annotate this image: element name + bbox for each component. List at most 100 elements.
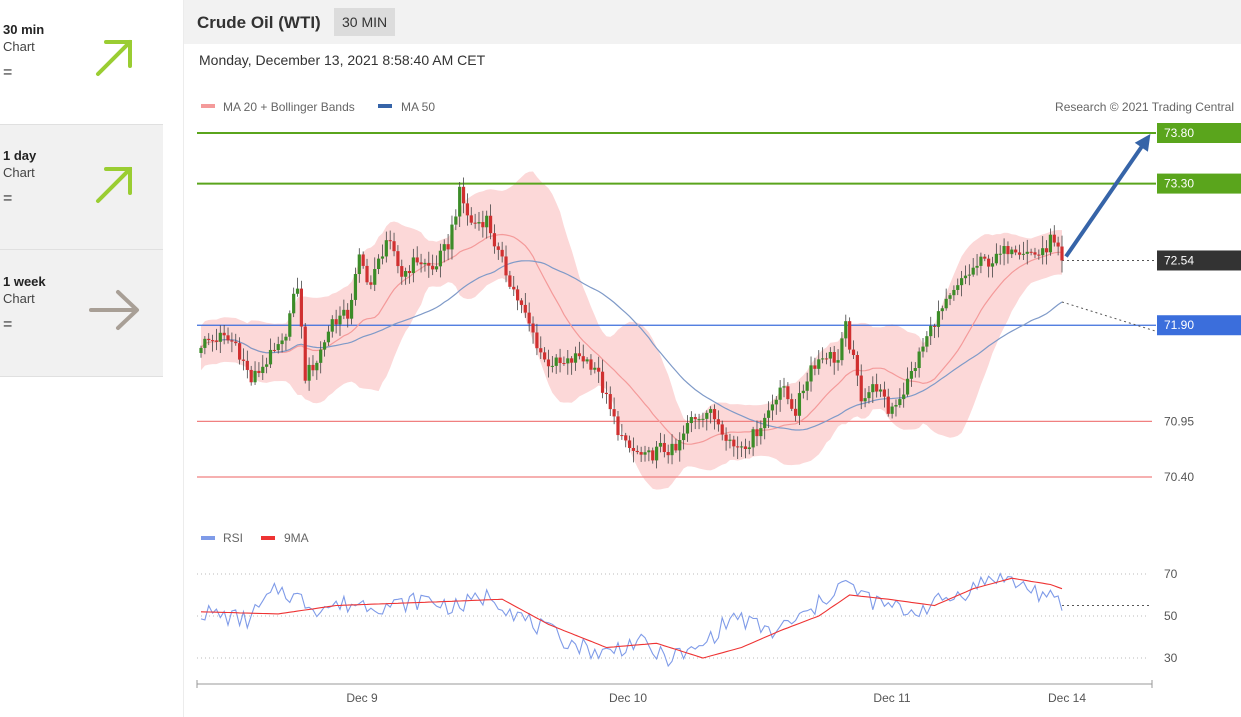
timeframe-eq: = (3, 316, 13, 333)
candle-body (369, 282, 373, 285)
candle-body (265, 364, 269, 367)
chart-datetime: Monday, December 13, 2021 8:58:40 AM CET (199, 52, 486, 68)
candle-body (342, 309, 346, 316)
candle-body (871, 384, 875, 393)
candle-body (253, 370, 257, 383)
candle-body (573, 353, 578, 363)
candle-body (878, 389, 883, 392)
candle-body (377, 258, 381, 270)
candle-body (284, 336, 288, 341)
candle-body (898, 399, 902, 406)
candle-body (1021, 253, 1025, 255)
timeframe-item-30min[interactable]: 30 min Chart = (0, 0, 163, 126)
last-price-badge (1157, 250, 1241, 271)
candle-body (801, 390, 805, 394)
timeframe-item-1week[interactable]: 1 week Chart = (0, 249, 163, 377)
candle-body (1025, 251, 1029, 254)
candle-body (967, 274, 971, 276)
candle-body (1002, 246, 1006, 254)
candle-body (971, 267, 975, 275)
forecast-arrow-head (1134, 134, 1151, 152)
candle-body (346, 309, 350, 319)
candle-body (674, 443, 678, 451)
rsi-line (200, 572, 1063, 668)
candle-body (747, 447, 751, 450)
resistance-level-label: 73.80 (1164, 126, 1194, 140)
candle-body (952, 289, 956, 296)
pivot-level-label: 71.90 (1164, 318, 1194, 332)
candle-body (469, 215, 473, 223)
timeframe-eq: = (3, 190, 13, 207)
candle-body (832, 352, 836, 363)
timeframe-item-1day[interactable]: 1 day Chart = (0, 124, 163, 250)
candle-body (662, 442, 666, 453)
candle-body (373, 269, 377, 285)
candle-body (1052, 234, 1056, 243)
candle-body (631, 447, 636, 451)
candle-body (936, 311, 941, 327)
candle-body (1060, 246, 1064, 261)
timeframe-eq: = (3, 64, 13, 81)
candle-body (821, 358, 825, 360)
x-axis: Dec 9 Dec 10 Dec 11 Dec 14 (196, 680, 1153, 705)
candle-body (1044, 248, 1049, 253)
candle-body (585, 359, 589, 362)
x-tick-label: Dec 10 (609, 691, 647, 705)
candle-body (693, 417, 697, 420)
candle-body (998, 253, 1002, 255)
candle-body (210, 340, 215, 342)
candle-body (759, 428, 763, 437)
candle-body (743, 446, 747, 450)
bollinger-band (201, 171, 1062, 490)
candle-body (392, 241, 396, 252)
chart-header: Crude Oil (WTI) 30 MIN (184, 0, 1241, 44)
candle-body (917, 351, 921, 369)
candle-body (824, 358, 829, 360)
resistance-level-label: 73.30 (1164, 177, 1194, 191)
support-level-label: 70.95 (1164, 414, 1194, 428)
candle-body (535, 332, 539, 349)
candle-body (608, 394, 612, 410)
candle-body (929, 325, 933, 337)
candle-body (272, 349, 276, 351)
candle-body (396, 251, 400, 267)
candle-body (685, 423, 690, 434)
candle-body (774, 399, 778, 405)
candle-body (315, 362, 319, 371)
candle-body (554, 357, 558, 366)
candle-body (627, 440, 632, 448)
candle-body (249, 369, 253, 383)
candle-body (214, 340, 219, 342)
candle-body (1006, 246, 1010, 255)
candle-body (925, 336, 929, 347)
candle-body (805, 381, 809, 391)
candle-body (330, 319, 334, 332)
candle-body (539, 348, 543, 353)
candle-body (604, 392, 609, 395)
candle-body (492, 233, 497, 247)
candle-body (739, 446, 744, 448)
timeframe-badge[interactable]: 30 MIN (334, 8, 396, 36)
candle-body (442, 244, 446, 251)
forecast-arrow-line (1064, 137, 1149, 258)
candle-body (786, 386, 790, 400)
candle-body (890, 406, 894, 414)
candle-body (415, 257, 419, 263)
candle-body (519, 300, 524, 305)
candle-body (720, 424, 724, 435)
candle-body (349, 299, 354, 319)
candle-body (963, 275, 968, 279)
up-right-arrow-icon (96, 40, 132, 76)
right-arrow-icon (89, 290, 139, 330)
candle-body (431, 265, 435, 270)
candle-body (643, 452, 647, 455)
candle-body (840, 338, 844, 361)
candle-body (268, 349, 273, 365)
candle-body (809, 365, 813, 382)
rsi-tick-label: 70 (1164, 567, 1178, 581)
candle-body (334, 319, 338, 325)
candle-body (473, 222, 477, 224)
candle-body (508, 275, 512, 287)
candle-body (322, 342, 327, 350)
candle-body (983, 256, 987, 259)
